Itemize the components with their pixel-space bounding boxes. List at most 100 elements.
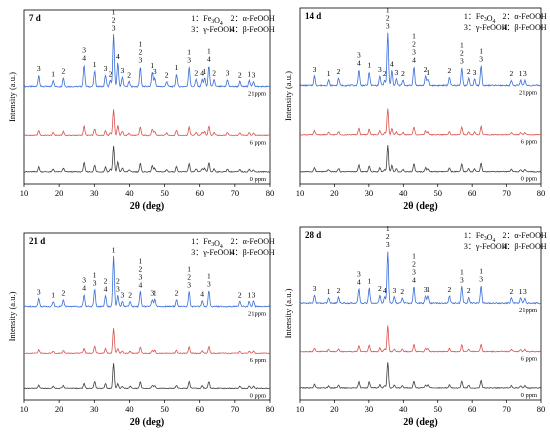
- x-tick-label: 20: [330, 404, 339, 414]
- x-axis-label: 2θ (deg): [403, 201, 437, 212]
- series-label: 6 ppm: [250, 357, 266, 364]
- peak-index-label: 3: [386, 240, 390, 249]
- peak-index-label: 3: [37, 64, 41, 73]
- peak-index-label: 3: [187, 280, 191, 289]
- peak-index-label: 2: [165, 70, 169, 79]
- legend-entry: 2：α-FeOOH: [502, 231, 546, 240]
- peak-index-label: 2: [187, 272, 191, 281]
- x-tick-label: 50: [160, 188, 169, 198]
- legend-entry: 4：β-FeOOH: [231, 248, 275, 257]
- x-tick-label: 30: [90, 188, 99, 198]
- peak-index-label: 2: [412, 260, 416, 269]
- peak-index-label: 2: [61, 288, 65, 297]
- x-tick-label: 20: [55, 188, 64, 198]
- x-tick-label: 20: [330, 188, 339, 198]
- pattern-line-21ppm: [299, 251, 542, 305]
- y-axis-label: Intensity (a.u.): [7, 291, 17, 341]
- peak-index-label: 3: [104, 64, 108, 73]
- panel-label: 28 d: [305, 230, 321, 240]
- peak-index-label: 2: [448, 285, 452, 294]
- series-label: 6 ppm: [521, 139, 537, 146]
- peak-index-label: 2: [175, 288, 179, 297]
- peak-index-label: 2: [386, 14, 390, 23]
- legend-entry: 2：α-FeOOH: [231, 237, 275, 246]
- x-tick-label: 80: [266, 188, 275, 198]
- peak-index-label: 1: [187, 48, 191, 57]
- peak-index-label: 3: [116, 284, 120, 293]
- peak-index-label: 3: [226, 68, 230, 77]
- peak-index-label: 3: [153, 67, 157, 76]
- peak-index-label: 2: [400, 287, 404, 296]
- pattern-line-21ppm: [299, 32, 542, 87]
- series-label: 21ppm: [519, 307, 537, 314]
- x-tick-label: 70: [231, 188, 240, 198]
- peak-index-label: 1: [93, 270, 97, 279]
- peak-index-label: 1: [327, 69, 331, 78]
- peak-index-label: 2: [401, 69, 405, 78]
- peak-index-label: 3: [207, 279, 211, 288]
- x-axis-label: 2θ (deg): [130, 417, 164, 428]
- peak-index-label: 4: [200, 289, 204, 298]
- x-tick-label: 50: [433, 188, 442, 198]
- peak-index-label: 2: [412, 39, 416, 48]
- peak-index-label: 4: [82, 54, 86, 63]
- peak-index-label: 3: [392, 286, 396, 295]
- peak-index-label: 1: [112, 245, 116, 254]
- peak-index-label: 3: [121, 66, 125, 75]
- peak-index-label: 3: [460, 276, 464, 285]
- peak-index-label: 1: [203, 67, 207, 76]
- peak-index-label: 2: [109, 69, 113, 78]
- peak-index-label: 3: [93, 278, 97, 287]
- peak-index-label: 2: [448, 66, 452, 75]
- legend-entry: 2：α-FeOOH: [231, 14, 275, 23]
- peak-index-label: 1: [519, 287, 523, 296]
- peak-index-label: 3: [313, 65, 317, 74]
- peak-index-label: 4: [138, 280, 142, 289]
- peak-index-label: 1: [412, 31, 416, 40]
- peak-index-label: 2: [128, 290, 132, 299]
- pattern-line-0ppm: [299, 145, 541, 173]
- peak-index-label: 1: [519, 69, 523, 78]
- x-tick-label: 60: [195, 404, 204, 414]
- xrd-panel-4: 10 20 30 40 50 60 70 80 2θ (deg) Intensity (a.u.)…: [283, 224, 547, 428]
- series-label: 0 ppm: [521, 392, 537, 399]
- x-axis-label: 2θ (deg): [403, 417, 437, 428]
- legend-entry: 3：γ-FeOOH: [464, 242, 508, 251]
- peak-index-label: 2: [112, 15, 116, 24]
- peak-index-label: 1: [479, 46, 483, 55]
- peak-index-label: 1: [479, 266, 483, 275]
- peak-index-label: 2: [138, 264, 142, 273]
- x-tick-label: 70: [502, 404, 511, 414]
- x-tick-label: 10: [296, 188, 305, 198]
- peak-index-label: 1: [175, 63, 179, 72]
- legend-entry: 4：β-FeOOH: [502, 242, 546, 251]
- peak-index-label: 1: [153, 288, 157, 297]
- pattern-line-21ppm: [23, 34, 271, 88]
- legend-entry: 1：Fe3O4: [464, 231, 496, 244]
- x-tick-label: 10: [296, 404, 305, 414]
- x-tick-label: 40: [399, 188, 408, 198]
- peak-index-label: 3: [479, 274, 483, 283]
- panel-label: 14 d: [305, 11, 321, 21]
- peak-index-label: 4: [116, 52, 120, 61]
- peak-index-label: 1: [327, 287, 331, 296]
- pattern-line-6ppm: [299, 325, 542, 353]
- peak-index-label: 3: [82, 46, 86, 55]
- pattern-line-0ppm: [23, 363, 270, 390]
- legend-entry: 4：β-FeOOH: [231, 25, 275, 34]
- peak-index-label: 2: [127, 70, 131, 79]
- legend-entry: 1：Fe3O4: [191, 14, 223, 27]
- pattern-line-0ppm: [24, 145, 271, 173]
- x-tick-label: 30: [365, 188, 374, 198]
- peak-index-label: 3: [378, 65, 382, 74]
- peak-index-label: 3: [523, 69, 527, 78]
- series-label: 0 ppm: [250, 176, 266, 183]
- plot-frame: [23, 9, 271, 185]
- peak-index-label: 4: [200, 68, 204, 77]
- peak-index-label: 1: [426, 68, 430, 77]
- peak-index-label: 3: [412, 268, 416, 277]
- peak-index-label: 1: [426, 285, 430, 294]
- series-label: 0 ppm: [250, 392, 266, 399]
- peak-index-label: 3: [357, 270, 361, 279]
